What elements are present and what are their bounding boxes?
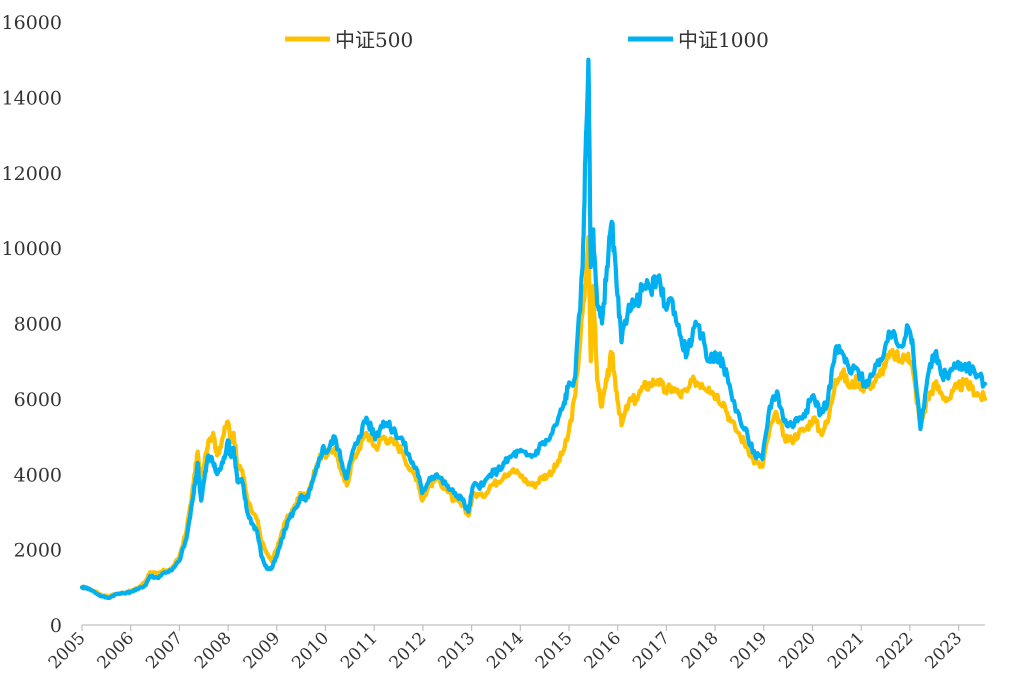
y-tick-label: 10000 — [2, 238, 62, 260]
series-layer — [79, 57, 988, 600]
x-tick-label: 2007 — [142, 628, 187, 673]
x-tick-label: 2015 — [532, 628, 577, 673]
y-tick-label: 12000 — [2, 163, 62, 185]
x-tick-label: 2023 — [921, 628, 966, 673]
x-axis: 2005 2006 2007 2008 2009 2010 2011 2012 2013 2014… — [45, 624, 985, 673]
x-tick-label: 2009 — [240, 628, 285, 673]
y-tick-label: 14000 — [2, 87, 62, 109]
x-tick-label: 2018 — [678, 628, 723, 673]
x-tick-label: 2017 — [629, 628, 674, 673]
y-tick-label: 8000 — [14, 314, 62, 336]
legend-label: 中证500 — [335, 28, 413, 52]
y-tick-label: 4000 — [14, 464, 62, 486]
series-line-csi1000 — [79, 57, 988, 600]
x-tick-label: 2016 — [581, 628, 626, 673]
legend-label: 中证1000 — [678, 28, 769, 52]
x-tick-label: 2019 — [727, 628, 772, 673]
x-tick-label: 2021 — [824, 628, 869, 673]
y-tick-label: 2000 — [14, 540, 62, 562]
x-tick-label: 2022 — [873, 628, 918, 673]
x-tick-label: 2020 — [775, 628, 820, 673]
x-tick-label: 2008 — [191, 628, 236, 673]
x-tick-label: 2006 — [93, 628, 138, 673]
y-tick-label: 16000 — [2, 12, 62, 34]
y-tick-label: 6000 — [14, 389, 62, 411]
y-tick-label: 0 — [50, 615, 62, 637]
x-tick-label: 2013 — [434, 628, 479, 673]
series-line-csi500 — [79, 234, 988, 599]
legend: 中证500 中证1000 — [285, 28, 769, 52]
x-tick-label: 2011 — [337, 628, 382, 673]
x-tick-label: 2010 — [288, 628, 333, 673]
y-axis: 0 2000 4000 6000 8000 10000 12000 14000 16000 — [2, 12, 62, 637]
x-tick-label: 2014 — [483, 628, 528, 673]
x-tick-label: 2012 — [386, 628, 431, 673]
